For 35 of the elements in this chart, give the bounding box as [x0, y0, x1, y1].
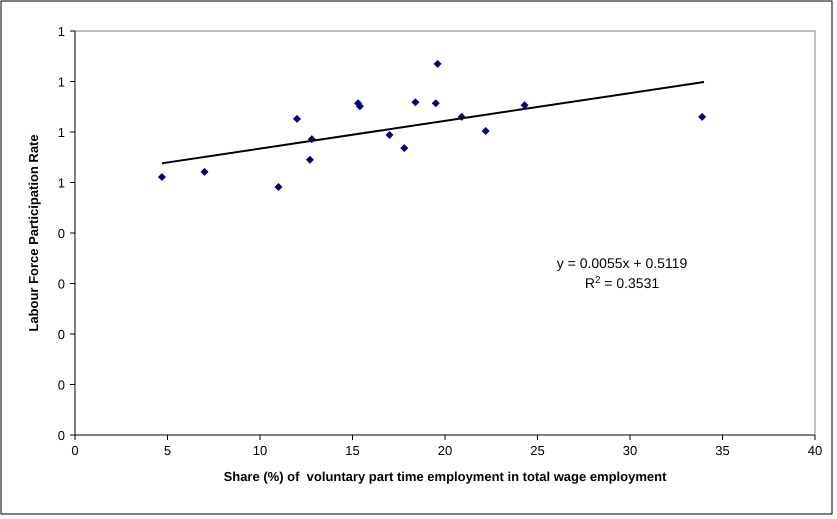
- y-axis-title: Labour Force Participation Rate: [26, 134, 41, 332]
- x-tick-label: 25: [530, 443, 545, 458]
- y-tick-label: 1: [58, 74, 65, 90]
- x-tick-label: 20: [438, 443, 452, 458]
- x-axis-title: Share (%) of voluntary part time employment in total wage employment: [224, 469, 668, 484]
- x-tick-label: 0: [71, 443, 79, 458]
- annotation: R$^{2}$ = 0.3531: [584, 274, 660, 291]
- point: [306, 156, 314, 164]
- x-tick-label: 5: [164, 443, 172, 458]
- x-tick-label: 15: [345, 443, 360, 458]
- point: [200, 168, 208, 176]
- x-tick-label: 10: [252, 443, 268, 458]
- y-tick-label: 0: [58, 378, 65, 392]
- point: [432, 99, 440, 108]
- y-tick-label: 1: [58, 24, 65, 39]
- y-tick-label: 0: [58, 428, 65, 443]
- point: [386, 131, 394, 140]
- point: [293, 114, 301, 123]
- x-tick-label: 30: [622, 443, 638, 458]
- point: [482, 126, 490, 135]
- point: [434, 60, 442, 68]
- y-tick-label: 0: [58, 276, 65, 292]
- point: [158, 172, 166, 181]
- point: [400, 144, 408, 152]
- point: [411, 98, 420, 106]
- annotation: y = 0.0055x + 0.5119: [556, 255, 688, 271]
- y-tick-label: 0: [58, 327, 65, 342]
- y-tick-label: 0: [58, 226, 65, 241]
- x-tick-label: 35: [715, 443, 730, 458]
- x-tick-label: 40: [808, 443, 822, 458]
- point: [274, 183, 282, 192]
- y-tick-label: 1: [58, 125, 65, 140]
- point: [698, 112, 706, 121]
- y-tick-label: 1: [58, 176, 65, 190]
- point: [520, 101, 529, 110]
